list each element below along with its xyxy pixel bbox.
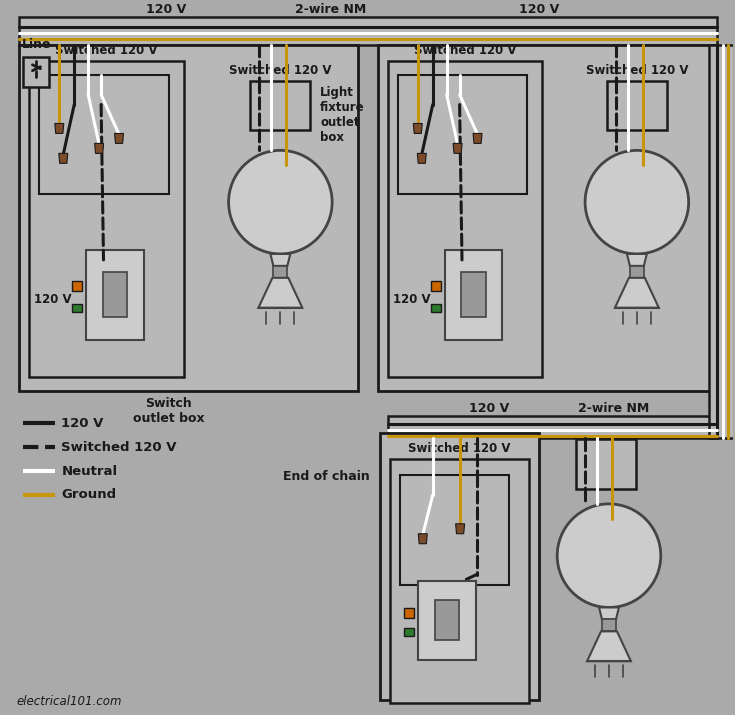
Bar xyxy=(602,619,616,631)
Bar xyxy=(251,81,310,130)
Bar xyxy=(378,45,717,391)
Polygon shape xyxy=(473,134,482,144)
Bar xyxy=(24,56,49,87)
Text: Line: Line xyxy=(21,38,51,51)
Bar xyxy=(630,266,644,278)
Text: 120 V: 120 V xyxy=(470,403,509,415)
Polygon shape xyxy=(59,153,68,163)
Text: Ground: Ground xyxy=(61,488,116,501)
Text: 2-wire NM: 2-wire NM xyxy=(295,3,366,16)
Polygon shape xyxy=(95,144,104,153)
Bar xyxy=(390,459,529,703)
Bar xyxy=(404,628,414,636)
Circle shape xyxy=(585,150,689,254)
Bar xyxy=(388,61,542,378)
Text: Switched 120 V: Switched 120 V xyxy=(414,44,517,56)
Text: Switched 120 V: Switched 120 V xyxy=(229,64,331,77)
Polygon shape xyxy=(259,278,302,307)
Polygon shape xyxy=(456,524,465,534)
Text: Switched 120 V: Switched 120 V xyxy=(586,64,688,77)
Polygon shape xyxy=(599,608,619,619)
Bar xyxy=(19,45,358,391)
Text: 120 V: 120 V xyxy=(393,292,431,306)
Bar xyxy=(29,61,184,378)
Text: Switched 120 V: Switched 120 V xyxy=(409,442,511,455)
Bar xyxy=(404,608,414,618)
Bar xyxy=(709,45,735,438)
Bar xyxy=(431,304,441,312)
Bar xyxy=(86,250,144,340)
Polygon shape xyxy=(615,278,659,307)
Bar xyxy=(576,439,636,489)
Bar xyxy=(273,266,287,278)
Text: electrical101.com: electrical101.com xyxy=(16,695,122,708)
Bar xyxy=(417,581,476,660)
Text: Switched 120 V: Switched 120 V xyxy=(55,44,158,56)
Polygon shape xyxy=(115,134,123,144)
Polygon shape xyxy=(270,254,290,266)
Text: End of chain: End of chain xyxy=(283,470,370,483)
Text: Light
fixture
outlet
box: Light fixture outlet box xyxy=(320,86,365,144)
Bar xyxy=(19,17,717,45)
Polygon shape xyxy=(55,124,64,134)
Text: 120 V: 120 V xyxy=(146,3,186,16)
Text: 120 V: 120 V xyxy=(61,417,104,430)
Bar xyxy=(462,272,486,317)
Bar xyxy=(431,281,441,291)
Bar xyxy=(607,81,667,130)
Bar xyxy=(72,304,82,312)
Bar xyxy=(103,272,127,317)
Bar xyxy=(40,74,169,194)
Polygon shape xyxy=(413,124,423,134)
Bar xyxy=(400,475,509,585)
Text: Switch
outlet box: Switch outlet box xyxy=(133,398,204,425)
Circle shape xyxy=(557,504,661,608)
Polygon shape xyxy=(627,254,647,266)
Bar xyxy=(388,416,717,438)
Bar xyxy=(434,601,459,641)
Polygon shape xyxy=(417,153,426,163)
Text: Switched 120 V: Switched 120 V xyxy=(61,440,177,453)
Polygon shape xyxy=(587,631,631,661)
Text: Neutral: Neutral xyxy=(61,465,118,478)
Bar xyxy=(398,74,527,194)
Bar xyxy=(380,433,539,700)
Text: 120 V: 120 V xyxy=(519,3,559,16)
Bar xyxy=(445,250,503,340)
Text: 120 V: 120 V xyxy=(35,292,72,306)
Bar xyxy=(72,281,82,291)
Polygon shape xyxy=(418,534,427,543)
Polygon shape xyxy=(453,144,462,153)
Circle shape xyxy=(229,150,332,254)
Text: 2-wire NM: 2-wire NM xyxy=(578,403,650,415)
